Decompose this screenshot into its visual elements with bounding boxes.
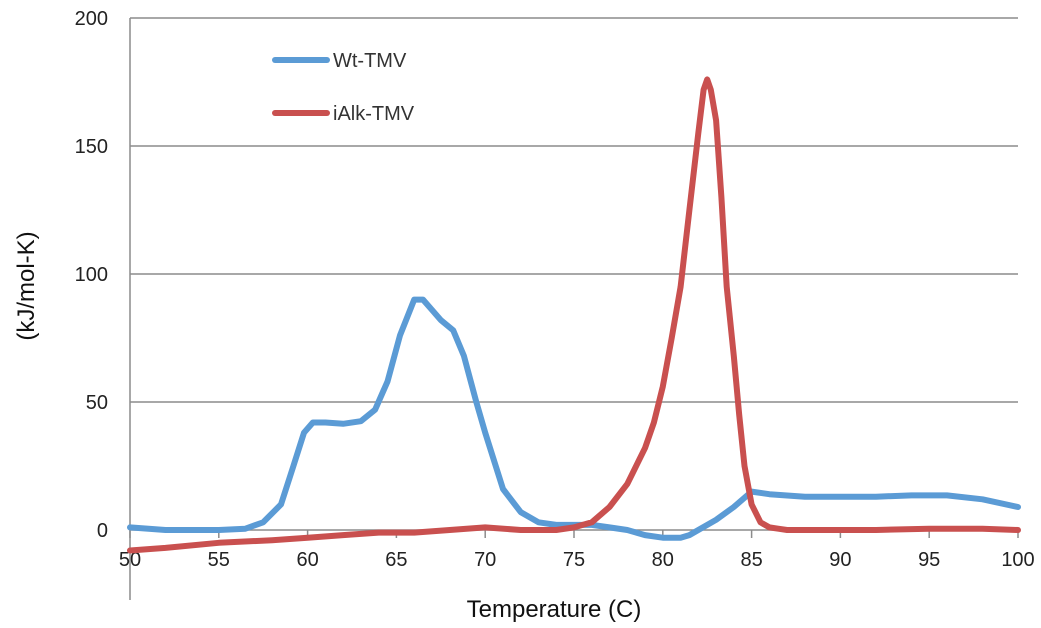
series-line-wt-tmv	[127, 296, 1021, 541]
y-tick-label: 50	[86, 392, 108, 414]
x-tick-label: 65	[385, 549, 407, 571]
x-tick-label: 85	[740, 549, 762, 571]
y-tick-label: 150	[75, 136, 108, 158]
legend-label: Wt-TMV	[333, 50, 407, 72]
y-tick-label: 0	[97, 520, 108, 542]
x-tick-label: 60	[296, 549, 318, 571]
x-tick-label: 70	[474, 549, 496, 571]
x-tick-label: 50	[119, 549, 141, 571]
legend-label: iAlk-TMV	[333, 103, 415, 125]
series-line-ialk-tmv	[127, 76, 1021, 554]
grid-layer	[130, 17, 1018, 403]
x-tick-label: 55	[208, 549, 230, 571]
axis-layer: 0 50 100 150 200 50 55 60 65 70 75 80 85 90 95 100	[75, 8, 1035, 600]
x-tick-label: 90	[829, 549, 851, 571]
series-layer	[127, 76, 1021, 554]
x-tick-label: 100	[1001, 549, 1034, 571]
x-tick-label: 75	[563, 549, 585, 571]
x-axis-title: Temperature (C)	[467, 596, 642, 623]
y-tick-label: 200	[75, 8, 108, 30]
x-tick-label: 80	[652, 549, 674, 571]
legend: Wt-TMV iAlk-TMV	[272, 50, 415, 125]
y-axis-title: (kJ/mol-K)	[13, 231, 40, 340]
x-tick-label: 95	[918, 549, 940, 571]
y-tick-label: 100	[75, 264, 108, 286]
